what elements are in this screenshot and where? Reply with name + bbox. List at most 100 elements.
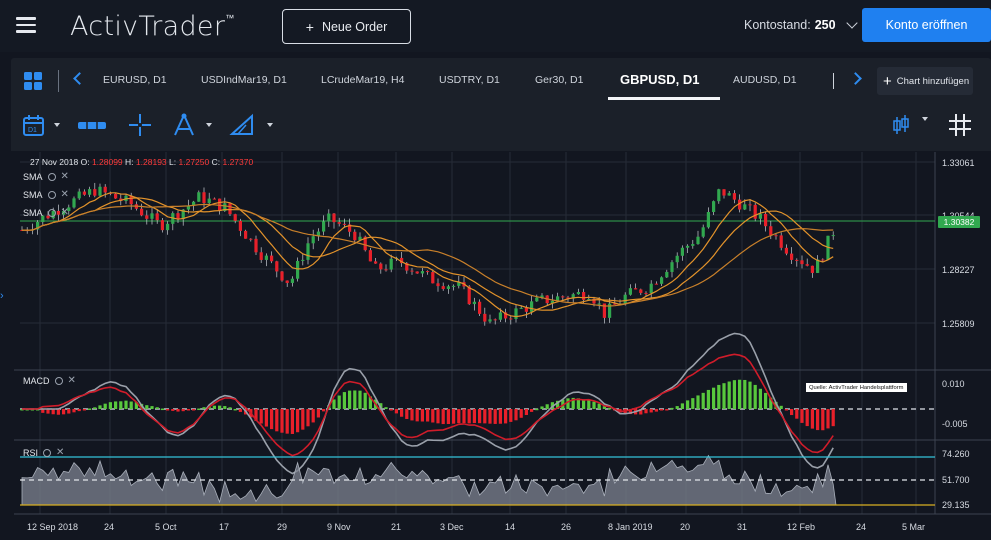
candle xyxy=(514,308,518,319)
macd-histogram-bar xyxy=(675,406,679,409)
macd-histogram-bar xyxy=(212,405,216,409)
tab-gbpusd[interactable]: GBPUSD, D1 xyxy=(620,72,700,87)
macd-histogram-bar xyxy=(758,388,762,409)
caret-down-icon[interactable] xyxy=(922,117,928,121)
grid-toggle-icon[interactable] xyxy=(948,112,972,138)
macd-histogram-bar xyxy=(628,409,632,415)
macd-histogram-bar xyxy=(639,409,643,415)
macd-histogram-bar xyxy=(192,409,196,411)
svg-text:D1: D1 xyxy=(28,127,37,134)
fibonacci-icon[interactable] xyxy=(229,112,255,138)
price-axis-label: 1.33061 xyxy=(942,158,975,168)
indicator-macd[interactable]: MACD ✕ xyxy=(23,375,76,386)
gear-icon[interactable] xyxy=(47,190,56,199)
macd-histogram-bar xyxy=(561,399,565,409)
tab-lcrudemar19[interactable]: LCrudeMar19, H4 xyxy=(321,74,405,86)
caret-down-icon[interactable] xyxy=(54,123,60,127)
gear-icon[interactable] xyxy=(47,172,56,181)
macd-histogram-bar xyxy=(727,381,731,409)
gear-icon[interactable] xyxy=(43,448,52,457)
date-axis-label: 5 Mar xyxy=(902,522,926,532)
chevron-right-icon[interactable]: › xyxy=(0,290,4,302)
macd-histogram-bar xyxy=(805,409,809,427)
candle xyxy=(582,292,586,300)
candlestick-icon[interactable] xyxy=(891,112,911,138)
candle xyxy=(478,301,482,314)
candle xyxy=(660,277,664,284)
indicator-sma-3[interactable]: SMA ✕ xyxy=(23,207,69,218)
macd-histogram-bar xyxy=(696,395,700,409)
macd-histogram-bar xyxy=(810,409,814,429)
top-bar: ActivTrader™ + Neue Order Kontostand: 250… xyxy=(0,0,991,52)
macd-histogram-bar xyxy=(608,407,612,410)
candle xyxy=(150,213,154,219)
tab-eurusd[interactable]: EURUSD, D1 xyxy=(103,74,167,86)
brand-logo: ActivTrader™ xyxy=(70,11,235,42)
macd-histogram-bar xyxy=(467,409,471,424)
open-account-button[interactable]: Konto eröffnen xyxy=(862,8,991,42)
candle xyxy=(821,259,825,261)
candle xyxy=(602,303,606,318)
tab-usdtry[interactable]: USDTRY, D1 xyxy=(439,74,500,86)
new-order-button[interactable]: + Neue Order xyxy=(282,9,411,44)
macd-histogram-bar xyxy=(389,409,393,411)
caret-down-icon[interactable] xyxy=(206,123,212,127)
caret-down-icon[interactable] xyxy=(267,123,273,127)
date-axis-label: 14 xyxy=(505,522,516,532)
candle xyxy=(181,209,185,220)
macd-histogram-bar xyxy=(535,408,539,411)
macd-histogram-bar xyxy=(410,409,414,421)
crosshair-icon[interactable] xyxy=(127,112,153,138)
chart-type-icon[interactable] xyxy=(77,112,107,138)
macd-histogram-bar xyxy=(150,406,154,409)
tab-audusd[interactable]: AUDUSD, D1 xyxy=(733,74,797,86)
candle xyxy=(88,189,92,195)
account-balance[interactable]: Kontostand: 250 xyxy=(744,17,858,32)
macd-histogram-bar xyxy=(691,398,695,409)
candle xyxy=(764,213,768,227)
candle xyxy=(571,294,575,299)
macd-histogram-bar xyxy=(431,409,435,423)
layout-grid-icon[interactable] xyxy=(24,72,42,90)
candle xyxy=(550,300,554,304)
macd-histogram-bar xyxy=(254,409,258,421)
macd-histogram-bar xyxy=(316,409,320,418)
add-chart-button[interactable]: + Chart hinzufügen xyxy=(877,67,973,95)
gear-icon[interactable] xyxy=(47,208,56,217)
indicator-sma-2[interactable]: SMA ✕ xyxy=(23,189,69,200)
macd-histogram-bar xyxy=(821,409,825,431)
macd-histogram-bar xyxy=(233,408,237,411)
macd-histogram-bar xyxy=(420,409,424,422)
macd-histogram-bar xyxy=(405,409,409,419)
close-icon[interactable]: ✕ xyxy=(60,189,69,200)
candle xyxy=(623,294,627,304)
new-order-label: Neue Order xyxy=(321,19,388,34)
close-icon[interactable]: ✕ xyxy=(56,447,65,458)
tab-ger30[interactable]: Ger30, D1 xyxy=(535,74,584,86)
candle xyxy=(275,261,279,272)
candle xyxy=(348,224,352,232)
macd-histogram-bar xyxy=(717,384,721,409)
menu-icon[interactable] xyxy=(16,17,36,33)
tab-usdindmar19[interactable]: USDIndMar19, D1 xyxy=(201,74,287,86)
gear-icon[interactable] xyxy=(54,376,63,385)
candle xyxy=(332,213,336,223)
macd-histogram-bar xyxy=(332,399,336,409)
macd-histogram-bar xyxy=(290,409,294,434)
indicator-sma-1[interactable]: SMA ✕ xyxy=(23,171,69,182)
macd-histogram-bar xyxy=(82,409,86,411)
close-icon[interactable]: ✕ xyxy=(60,207,69,218)
drawing-tools-icon[interactable] xyxy=(171,112,197,138)
add-chart-label: Chart hinzufügen xyxy=(896,75,970,87)
candle xyxy=(322,221,326,232)
close-icon[interactable]: ✕ xyxy=(60,171,69,182)
macd-histogram-bar xyxy=(504,409,508,424)
candle xyxy=(805,264,809,266)
candle xyxy=(114,193,118,199)
indicator-rsi[interactable]: RSI ✕ xyxy=(23,447,65,458)
close-icon[interactable]: ✕ xyxy=(67,375,76,386)
candle xyxy=(774,235,778,237)
macd-histogram-bar xyxy=(46,409,50,414)
calendar-icon[interactable]: D1 xyxy=(22,112,46,138)
